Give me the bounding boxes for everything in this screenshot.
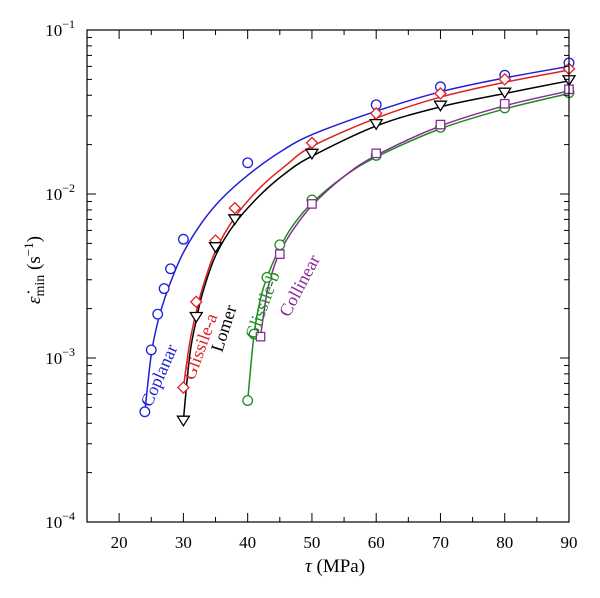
y-tick-label: 10−2 (45, 181, 75, 204)
marker-collinear (371, 148, 382, 159)
marker-lomer (497, 87, 512, 100)
y-axis-subscript: min (33, 275, 48, 297)
fit-line-lomer (182, 80, 570, 420)
marker-collinear (274, 249, 285, 259)
x-tick-label: 60 (368, 533, 385, 552)
y-tick-base: 10 (45, 21, 62, 40)
x-tick-label: 80 (496, 533, 513, 552)
y-tick-exponent: −4 (62, 509, 75, 523)
series-label-coplanar: Coplanar (136, 341, 181, 409)
y-tick-exponent: −2 (62, 181, 75, 195)
marker-coplanar (145, 344, 157, 356)
marker-glissile-b (274, 239, 286, 251)
fit-line-collinear (259, 90, 570, 337)
marker-collinear (499, 98, 510, 109)
x-axis: 20 30 40 50 60 70 80 90 (86, 30, 578, 552)
x-axis-label: τ (MPa) (305, 556, 365, 577)
plot-area (86, 29, 577, 523)
y-tick-label: 10−3 (45, 345, 75, 368)
marker-coplanar (177, 233, 189, 245)
marker-lomer (176, 415, 191, 428)
marker-lomer (369, 119, 384, 131)
marker-lomer (208, 242, 223, 254)
marker-coplanar (242, 157, 254, 169)
y-tick-label: 10−1 (45, 17, 75, 40)
y-tick-label: 10−4 (45, 509, 75, 532)
marker-lomer (189, 311, 204, 324)
fit-line-coplanar (144, 65, 570, 412)
marker-lomer (227, 214, 242, 226)
marker-collinear (307, 199, 317, 209)
y-tick-exponent: −3 (62, 345, 75, 359)
marker-lomer (433, 100, 448, 112)
marker-coplanar (152, 308, 164, 320)
y-axis-unit-close: ) (24, 236, 45, 242)
fit-line-glissile-b (246, 92, 570, 401)
y-axis-label: ε̇min (s−1) (21, 236, 48, 304)
marker-glissile-a (305, 136, 319, 150)
marker-glissile-a (228, 201, 242, 215)
marker-glissile-a (176, 381, 190, 395)
x-tick-label: 70 (432, 533, 449, 552)
y-axis: 10−410−310−210−1 (45, 17, 569, 532)
x-tick-label: 20 (111, 533, 128, 552)
y-axis-unit-exponent: −1 (21, 242, 36, 256)
x-axis-unit: (MPa) (312, 556, 365, 577)
marker-coplanar (165, 263, 176, 275)
x-tick-label: 40 (239, 533, 256, 552)
marker-lomer (304, 148, 320, 161)
x-axis-symbol: τ (305, 556, 313, 577)
marker-glissile-a (369, 106, 383, 120)
y-axis-unit: (s (24, 256, 45, 274)
y-tick-base: 10 (45, 185, 62, 204)
y-tick-base: 10 (45, 349, 62, 368)
series-label-collinear: Collinear (275, 251, 324, 320)
y-tick-base: 10 (45, 513, 62, 532)
y-tick-exponent: −1 (62, 17, 75, 31)
marker-glissile-a (189, 295, 203, 309)
x-tick-label: 90 (561, 533, 578, 552)
fit-lines (144, 65, 570, 420)
data-markers (139, 57, 577, 428)
marker-glissile-b (261, 271, 273, 283)
marker-coplanar (139, 406, 151, 418)
x-tick-label: 30 (175, 533, 192, 552)
marker-glissile-a (498, 72, 512, 86)
x-tick-label: 50 (303, 533, 320, 552)
marker-glissile-b (242, 395, 254, 407)
marker-coplanar (158, 283, 170, 295)
plot-frame (86, 29, 570, 523)
marker-glissile-a (434, 87, 447, 100)
marker-collinear (255, 331, 266, 342)
marker-collinear (435, 119, 446, 130)
